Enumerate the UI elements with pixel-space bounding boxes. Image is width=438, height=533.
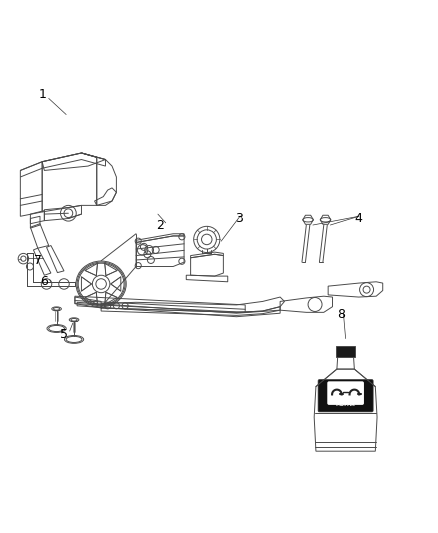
Text: 7: 7 xyxy=(34,254,42,268)
Text: MOPAR: MOPAR xyxy=(336,401,356,407)
Text: 4: 4 xyxy=(355,212,363,225)
Text: 6: 6 xyxy=(40,275,48,288)
Text: 5: 5 xyxy=(60,328,68,341)
FancyBboxPatch shape xyxy=(327,381,364,405)
Text: 3: 3 xyxy=(235,212,243,225)
Text: 1: 1 xyxy=(38,87,46,101)
Text: 8: 8 xyxy=(337,308,345,321)
Polygon shape xyxy=(336,346,355,357)
FancyBboxPatch shape xyxy=(318,379,373,412)
Text: 2: 2 xyxy=(156,219,164,231)
